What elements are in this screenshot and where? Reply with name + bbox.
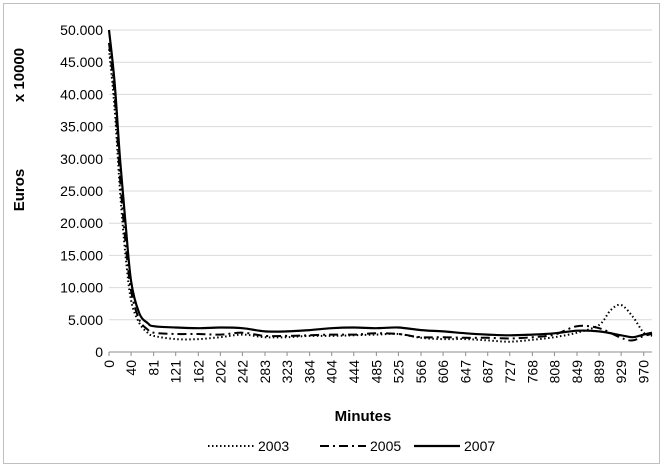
y-tick-labels: 0 5.000 10.000 15.000 20.000 25.000 30.000 35.0… [60, 22, 103, 360]
legend: 2003 2005 2007 [208, 438, 495, 454]
x-tick-label: 444 [346, 360, 362, 384]
x-tick-label: 606 [435, 360, 451, 384]
y-axis-label: Euros [11, 169, 28, 212]
x-tick-label: 849 [569, 360, 585, 384]
x-tick-label: 485 [368, 360, 384, 384]
x-tick-label: 121 [168, 360, 184, 384]
y-tick-label: 50.000 [60, 22, 103, 38]
x-tick-label: 242 [234, 360, 250, 384]
y-tick-label: 25.000 [60, 183, 103, 199]
y-tick-label: 30.000 [60, 151, 103, 167]
series-line-2007 [109, 30, 652, 337]
x-tick-label: 929 [613, 360, 629, 384]
x-tick-label: 768 [524, 360, 540, 384]
x-tick-label: 162 [190, 360, 206, 384]
y-tick-label: 15.000 [60, 247, 103, 263]
y-tick-label: 35.000 [60, 119, 103, 135]
series-line-2003 [109, 49, 652, 341]
x-tick-label: 808 [546, 360, 562, 384]
x-axis-label: Minutes [335, 408, 392, 425]
legend-label-2003: 2003 [258, 438, 289, 454]
y-tick-label: 0 [95, 344, 103, 360]
y-tick-label: 5.000 [68, 312, 103, 328]
x-tick-label: 889 [591, 360, 607, 384]
x-tick-label: 0 [101, 360, 117, 368]
x-tick-label: 364 [302, 360, 318, 384]
x-tick-label: 687 [480, 360, 496, 384]
series-layer [109, 30, 652, 342]
x-tick-label: 404 [324, 360, 340, 384]
legend-label-2005: 2005 [370, 438, 401, 454]
y-tick-label: 45.000 [60, 54, 103, 70]
legend-label-2007: 2007 [464, 438, 495, 454]
x-tick-label: 81 [146, 360, 162, 376]
y-tick-label: 10.000 [60, 280, 103, 296]
x-tick-label: 202 [212, 360, 228, 384]
x-tick-label: 323 [279, 360, 295, 384]
x-tick-label: 727 [502, 360, 518, 384]
y-tick-label: 40.000 [60, 86, 103, 102]
grid-layer [109, 30, 652, 356]
x-tick-label: 283 [257, 360, 273, 384]
series-line-2005 [109, 43, 652, 341]
x-tick-label: 566 [413, 360, 429, 384]
x-tick-label: 40 [123, 360, 139, 376]
y-axis-unit-label: x 10000 [11, 48, 28, 102]
y-tick-label: 20.000 [60, 215, 103, 231]
x-tick-label: 525 [390, 360, 406, 384]
x-tick-label: 647 [458, 360, 474, 384]
x-tick-label: 970 [636, 360, 652, 384]
x-tick-labels: 0 40 81 121 162 202 242 283 323 364 404 444 485 525 56… [101, 360, 652, 384]
